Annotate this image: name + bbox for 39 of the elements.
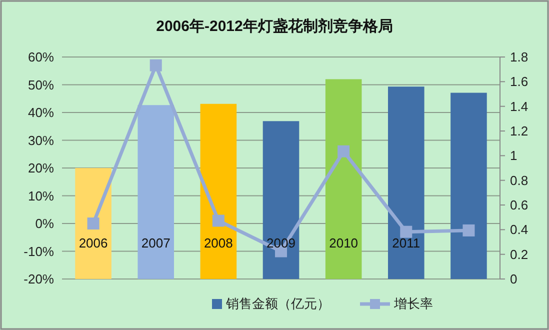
y-tick-label: 30% (28, 132, 54, 148)
bar (388, 86, 424, 279)
y2-tick-label: 0.4 (510, 222, 528, 238)
legend-label: 销售金额（亿元） (225, 296, 330, 311)
x-tick-label: 2011 (392, 236, 420, 250)
y2-tick-label: 0.8 (510, 172, 528, 188)
point (400, 226, 412, 238)
legend-label: 增长率 (393, 296, 433, 311)
point (212, 214, 224, 227)
x-tick-label: 2007 (141, 236, 170, 250)
y-tick-label: -10% (24, 244, 54, 259)
y-tick-label: 10% (28, 188, 54, 204)
y-tick-label: 40% (28, 105, 54, 120)
y2-tick-label: 1.6 (510, 74, 528, 90)
point (338, 145, 350, 158)
bar (262, 121, 300, 279)
y-tick-label: 60% (28, 50, 54, 64)
chart-title: 2006年-2012年灯盏花制剂竞争格局 (156, 17, 393, 35)
bar (325, 79, 362, 279)
x-tick-label: 2010 (329, 236, 358, 250)
y2-tick-label: 0.2 (510, 246, 528, 262)
bar (200, 104, 237, 279)
y2-tick-label: 0 (510, 272, 518, 286)
bar (75, 168, 112, 279)
y-tick-label: 20% (28, 160, 54, 176)
x-tick-label: 2006 (78, 236, 108, 250)
point (150, 59, 162, 72)
bar (450, 92, 487, 279)
x-tick-label: 2008 (204, 236, 233, 250)
y2-tick-label: 1 (510, 148, 518, 164)
y2-tick-label: 1.8 (510, 50, 528, 64)
y-tick-label: 0% (35, 216, 54, 231)
point (87, 218, 100, 230)
point (462, 224, 475, 236)
y2-tick-label: 1.4 (510, 98, 528, 114)
y-tick-label: 50% (28, 77, 54, 92)
y-tick-label: -20% (24, 272, 54, 286)
y2-tick-label: 1.2 (510, 124, 528, 138)
y2-tick-label: 0.6 (510, 198, 528, 212)
